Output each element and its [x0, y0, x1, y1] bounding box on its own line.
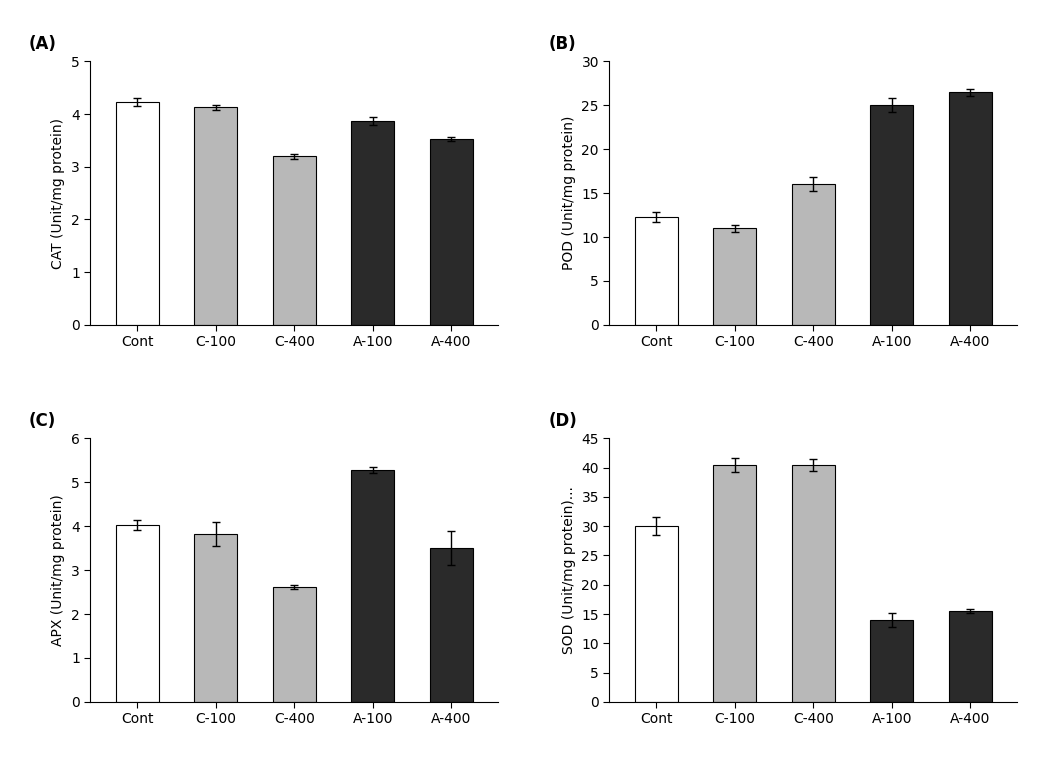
Bar: [870, 620, 913, 702]
Bar: [949, 92, 992, 325]
Bar: [792, 184, 835, 325]
Text: (A): (A): [29, 35, 57, 53]
Bar: [429, 548, 472, 702]
Bar: [272, 587, 316, 702]
Bar: [351, 470, 394, 702]
Y-axis label: POD (Unit/mg protein): POD (Unit/mg protein): [562, 116, 575, 270]
Bar: [272, 156, 316, 325]
Bar: [634, 217, 677, 325]
Y-axis label: APX (Unit/mg protein): APX (Unit/mg protein): [52, 494, 65, 646]
Bar: [634, 526, 677, 702]
Bar: [713, 465, 756, 702]
Bar: [870, 105, 913, 325]
Y-axis label: CAT (Unit/mg protein): CAT (Unit/mg protein): [52, 118, 65, 269]
Bar: [429, 139, 472, 325]
Bar: [713, 228, 756, 325]
Y-axis label: SOD (Unit/mg protein)...: SOD (Unit/mg protein)...: [562, 486, 575, 654]
Bar: [116, 525, 159, 702]
Bar: [195, 534, 238, 702]
Bar: [792, 465, 835, 702]
Bar: [949, 611, 992, 702]
Bar: [351, 121, 394, 325]
Bar: [195, 107, 238, 325]
Text: (B): (B): [548, 35, 575, 53]
Text: (D): (D): [548, 412, 576, 430]
Bar: [116, 102, 159, 325]
Text: (C): (C): [29, 412, 57, 430]
